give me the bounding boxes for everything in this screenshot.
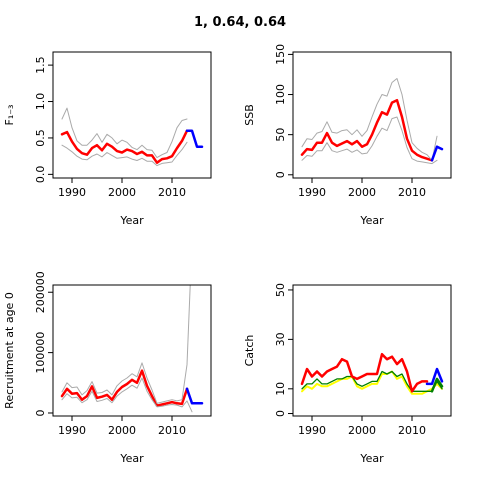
series-line-1 bbox=[300, 98, 434, 162]
y-axis-label: SSB bbox=[243, 104, 256, 126]
series-line-4 bbox=[185, 129, 204, 148]
x-tick-label: 2000 bbox=[348, 186, 376, 199]
y-tick-label: 0 bbox=[274, 171, 287, 178]
plot-frame bbox=[292, 284, 452, 417]
x-axis-label: Year bbox=[119, 214, 144, 227]
x-tick-label: 2010 bbox=[398, 424, 426, 437]
series-line-5 bbox=[430, 377, 444, 393]
panels: 1990 2000 2010 0.0 0.5 1.0 1.5 Year F₁₋₃ 1990 2000… bbox=[3, 44, 452, 465]
panel-4: 1990 2000 2010 0 10 30 50 Year Catch bbox=[243, 283, 452, 465]
panel-3: 1990 2000 2010 0 100000 200000 Year Recruitment… bbox=[3, 271, 212, 465]
x-tick-label: 1990 bbox=[298, 424, 326, 437]
x-tick-label: 2010 bbox=[158, 424, 186, 437]
series-group bbox=[60, 285, 204, 413]
y-tick-label: 50 bbox=[274, 283, 287, 297]
series-line-2 bbox=[61, 285, 191, 404]
y-tick-label: 100 bbox=[274, 84, 287, 105]
series-group bbox=[300, 78, 444, 165]
plot-frame bbox=[292, 51, 452, 179]
y-tick-label: 100000 bbox=[34, 332, 47, 374]
y-tick-label: 1.0 bbox=[34, 93, 47, 111]
x-axis-label: Year bbox=[119, 452, 144, 465]
x-tick-label: 2010 bbox=[398, 186, 426, 199]
series-line-3 bbox=[61, 141, 188, 167]
y-tick-label: 0.5 bbox=[34, 129, 47, 147]
x-tick-label: 1990 bbox=[58, 186, 86, 199]
y-tick-label: 30 bbox=[274, 332, 287, 346]
figure-title: 1, 0.64, 0.64 bbox=[194, 15, 286, 30]
x-tick-label: 1990 bbox=[298, 186, 326, 199]
y-tick-label: 150 bbox=[274, 44, 287, 65]
x-tick-label: 2000 bbox=[108, 424, 136, 437]
panel-2: 1990 2000 2010 0 50 100 150 Year SSB bbox=[243, 44, 452, 227]
x-axis-label: Year bbox=[359, 214, 384, 227]
series-group bbox=[60, 107, 204, 167]
panel-1: 1990 2000 2010 0.0 0.5 1.0 1.5 Year F₁₋₃ bbox=[3, 51, 212, 227]
y-tick-label: 0 bbox=[274, 410, 287, 417]
series-group bbox=[300, 352, 444, 395]
series-line-1 bbox=[60, 369, 189, 407]
y-tick-label: 200000 bbox=[34, 271, 47, 313]
series-line-3 bbox=[300, 352, 429, 393]
x-tick-label: 2000 bbox=[108, 186, 136, 199]
series-line-2 bbox=[301, 78, 438, 161]
series-line-2 bbox=[61, 107, 188, 159]
x-tick-label: 2000 bbox=[348, 424, 376, 437]
series-line-4 bbox=[185, 387, 204, 405]
x-tick-label: 1990 bbox=[58, 424, 86, 437]
y-tick-label: 10 bbox=[274, 382, 287, 396]
y-axis-label: Catch bbox=[243, 335, 256, 367]
series-line-3 bbox=[61, 377, 193, 413]
y-tick-label: 50 bbox=[274, 128, 287, 142]
series-line-1 bbox=[60, 129, 189, 164]
y-axis-label: Recruitment at age 0 bbox=[3, 292, 16, 409]
series-line-2 bbox=[301, 370, 443, 392]
x-tick-label: 2010 bbox=[158, 186, 186, 199]
series-line-1 bbox=[301, 370, 443, 395]
y-tick-label: 0.0 bbox=[34, 166, 47, 184]
y-tick-label: 0 bbox=[34, 409, 47, 416]
series-line-3 bbox=[301, 116, 438, 165]
x-axis-label: Year bbox=[359, 452, 384, 465]
plot-frame bbox=[52, 51, 212, 179]
series-line-4 bbox=[425, 367, 444, 386]
y-axis-label: F₁₋₃ bbox=[3, 105, 16, 126]
series-line-4 bbox=[430, 145, 444, 162]
y-tick-label: 1.5 bbox=[34, 56, 47, 74]
plot-frame bbox=[52, 284, 212, 417]
